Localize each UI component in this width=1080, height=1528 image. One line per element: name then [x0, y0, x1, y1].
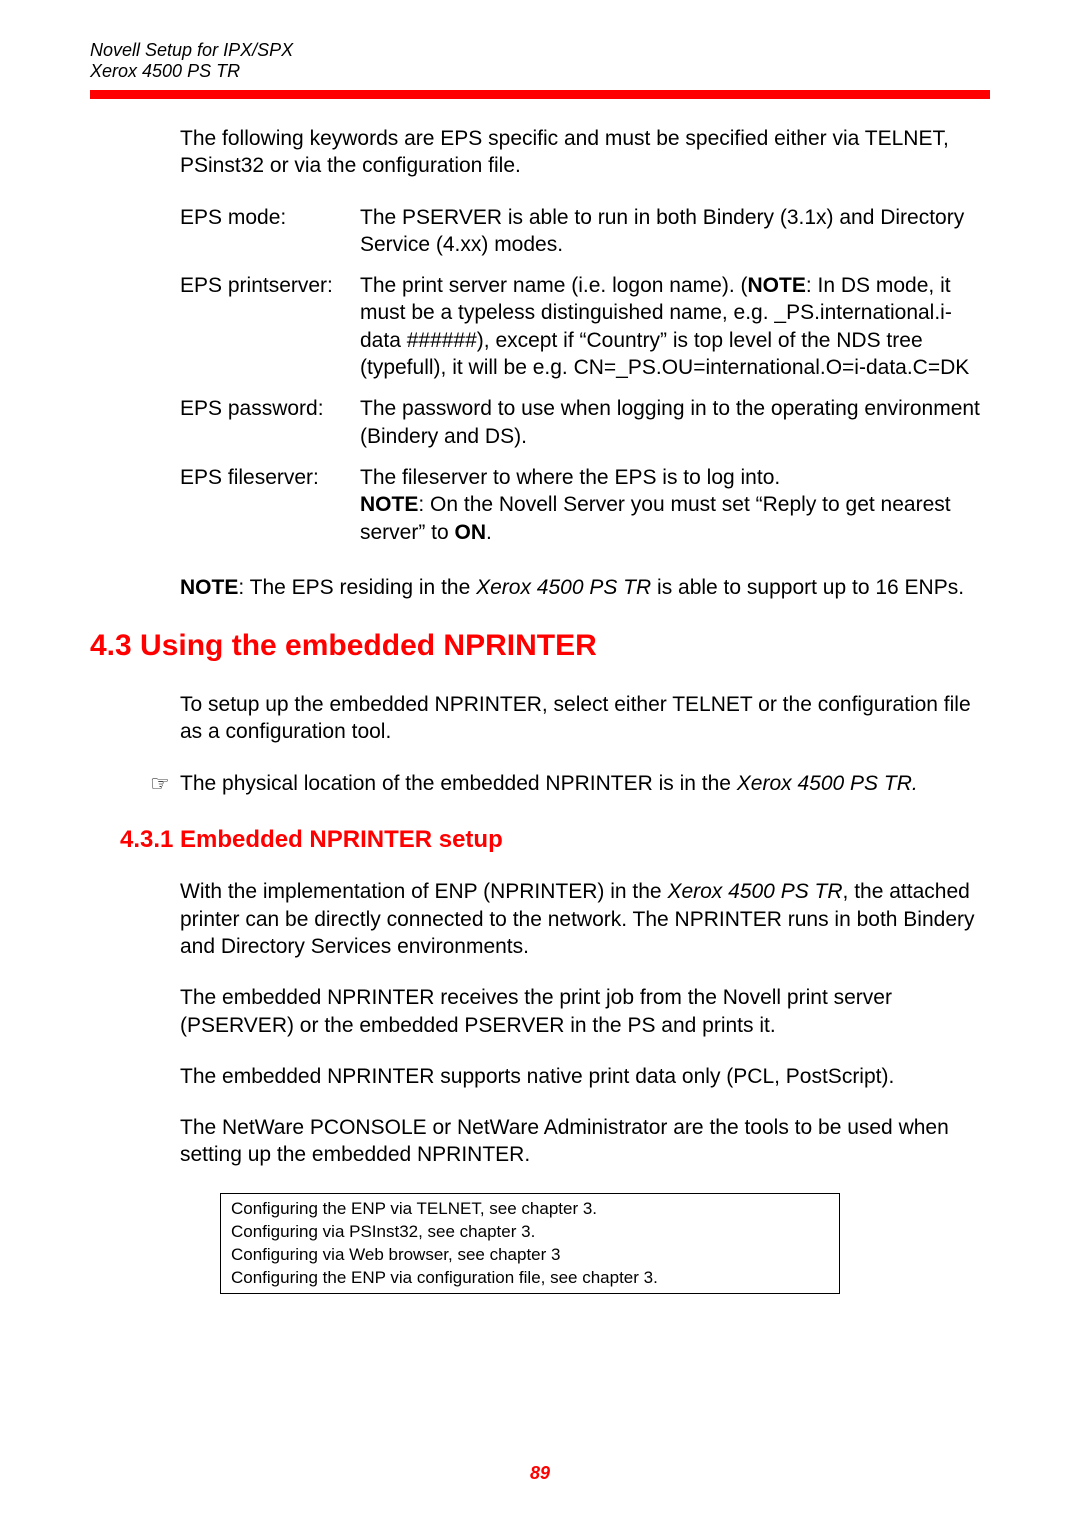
header-separator-bar — [90, 90, 990, 99]
def-desc: The print server name (i.e. logon name).… — [360, 272, 980, 381]
pointing-hand-icon: ☞ — [150, 770, 180, 799]
note-text-a: : The EPS residing in the — [238, 576, 476, 599]
def-term: EPS password: — [180, 395, 360, 450]
def-term: EPS fileserver: — [180, 464, 360, 546]
intro-paragraph: The following keywords are EPS specific … — [180, 125, 980, 180]
note-label: NOTE — [360, 493, 418, 516]
header-line-1: Novell Setup for IPX/SPX — [90, 40, 990, 61]
subsection-p4: The NetWare PCONSOLE or NetWare Administ… — [180, 1114, 980, 1169]
def-row-eps-mode: EPS mode: The PSERVER is able to run in … — [180, 204, 980, 259]
def-row-eps-password: EPS password: The password to use when l… — [180, 395, 980, 450]
section-body: To setup up the embedded NPRINTER, selec… — [180, 691, 980, 746]
def-term: EPS printserver: — [180, 272, 360, 381]
p1-a: With the implementation of ENP (NPRINTER… — [180, 880, 667, 903]
pointer-text-a: The physical location of the embedded NP… — [180, 772, 737, 795]
ref-line-2: Configuring via PSInst32, see chapter 3. — [231, 1221, 829, 1244]
subsection-p2: The embedded NPRINTER receives the print… — [180, 984, 980, 1039]
page-number: 89 — [0, 1463, 1080, 1484]
product-name: Xerox 4500 PS TR — [476, 576, 651, 599]
note-block: NOTE: The EPS residing in the Xerox 4500… — [180, 574, 980, 601]
def-desc: The fileserver to where the EPS is to lo… — [360, 464, 980, 546]
section-p1: To setup up the embedded NPRINTER, selec… — [180, 691, 980, 746]
desc-text-pre: The print server name (i.e. logon name).… — [360, 274, 748, 297]
pointer-note: ☞ The physical location of the embedded … — [150, 770, 980, 799]
ref-line-4: Configuring the ENP via configuration fi… — [231, 1267, 829, 1290]
def-desc: The PSERVER is able to run in both Binde… — [360, 204, 980, 259]
ref-line-1: Configuring the ENP via TELNET, see chap… — [231, 1198, 829, 1221]
page-header: Novell Setup for IPX/SPX Xerox 4500 PS T… — [90, 40, 990, 82]
intro-paragraph-container: The following keywords are EPS specific … — [180, 125, 980, 601]
desc-line1: The fileserver to where the EPS is to lo… — [360, 466, 780, 489]
header-line-2: Xerox 4500 PS TR — [90, 61, 990, 82]
pointer-text-b: . — [912, 772, 918, 795]
note-label: NOTE — [180, 576, 238, 599]
definitions-list: EPS mode: The PSERVER is able to run in … — [180, 204, 980, 546]
def-term: EPS mode: — [180, 204, 360, 259]
def-row-eps-printserver: EPS printserver: The print server name (… — [180, 272, 980, 381]
reference-box: Configuring the ENP via TELNET, see chap… — [220, 1193, 840, 1295]
section-heading: 4.3 Using the embedded NPRINTER — [90, 629, 990, 663]
desc-line2b: . — [486, 521, 492, 544]
subsection-p1: With the implementation of ENP (NPRINTER… — [180, 878, 980, 960]
def-desc: The password to use when logging in to t… — [360, 395, 980, 450]
subsection-body: With the implementation of ENP (NPRINTER… — [180, 878, 980, 1168]
subsection-heading: 4.3.1 Embedded NPRINTER setup — [120, 826, 990, 854]
product-name: Xerox 4500 PS TR — [667, 880, 842, 903]
pointer-text: The physical location of the embedded NP… — [180, 770, 980, 799]
def-row-eps-fileserver: EPS fileserver: The fileserver to where … — [180, 464, 980, 546]
subsection-p3: The embedded NPRINTER supports native pr… — [180, 1063, 980, 1090]
on-keyword: ON — [455, 521, 487, 544]
ref-line-3: Configuring via Web browser, see chapter… — [231, 1244, 829, 1267]
note-text: NOTE: The EPS residing in the Xerox 4500… — [180, 574, 980, 601]
product-name: Xerox 4500 PS TR — [737, 772, 912, 795]
note-text-b: is able to support up to 16 ENPs. — [651, 576, 964, 599]
note-label: NOTE — [748, 274, 806, 297]
desc-line2a: : On the Novell Server you must set “Rep… — [360, 493, 951, 543]
